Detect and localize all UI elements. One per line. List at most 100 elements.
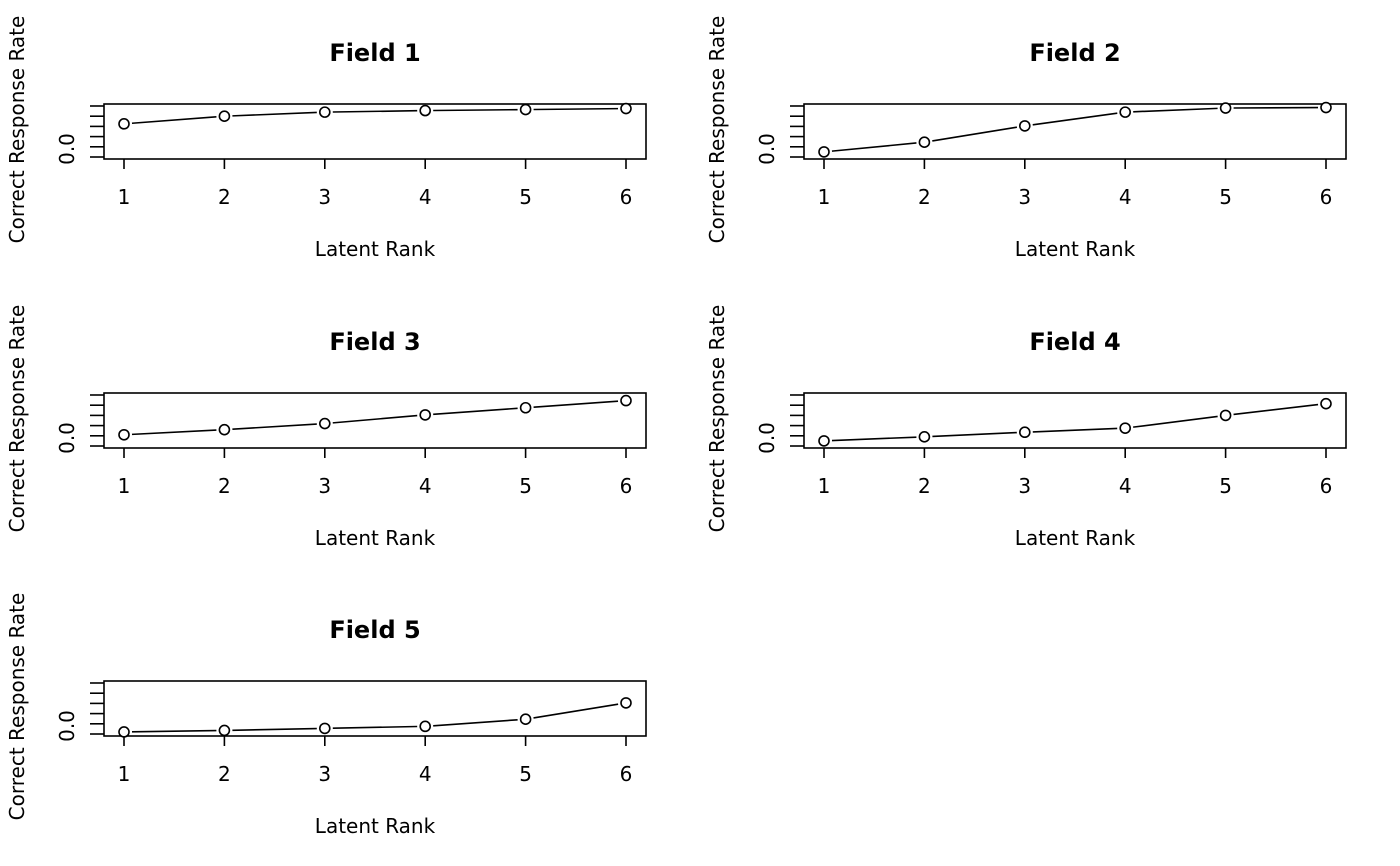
x-axis-label: Latent Rank bbox=[1015, 237, 1136, 261]
x-tick-label: 6 bbox=[1320, 185, 1333, 209]
chart-title: Field 4 bbox=[1029, 328, 1120, 356]
series-line-segment bbox=[1133, 107, 1218, 113]
data-point bbox=[1219, 102, 1232, 114]
y-axis-label: Correct Response Rate bbox=[705, 305, 729, 533]
x-tick-label: 2 bbox=[218, 185, 231, 209]
x-tick-label: 1 bbox=[818, 185, 831, 209]
y-tick-label: 0.0 bbox=[755, 133, 779, 165]
series-line-segment bbox=[1032, 427, 1118, 433]
x-tick-label: 6 bbox=[620, 474, 633, 498]
chart-title: Field 5 bbox=[329, 616, 420, 644]
data-point bbox=[218, 110, 231, 122]
data-point bbox=[620, 102, 632, 115]
data-point bbox=[519, 713, 532, 726]
x-tick-label: 2 bbox=[918, 185, 931, 209]
series-line-segment bbox=[533, 400, 619, 408]
data-point bbox=[1219, 409, 1232, 422]
series-line-segment bbox=[1032, 112, 1118, 126]
series-line-segment bbox=[932, 126, 1018, 142]
data-point bbox=[1119, 422, 1131, 434]
x-tick-label: 5 bbox=[519, 762, 532, 786]
chart-panel-1: Field 1 1 2 3 4 5 6 0.0 Latent Rank Correct Respo… bbox=[5, 16, 647, 261]
series-line-segment bbox=[1133, 415, 1218, 428]
x-tick-label: 2 bbox=[918, 474, 931, 498]
series-line-segment bbox=[332, 725, 418, 730]
data-point bbox=[620, 697, 632, 709]
x-tick-label: 6 bbox=[1320, 474, 1333, 498]
data-point bbox=[318, 722, 331, 735]
data-point bbox=[419, 104, 432, 117]
series-line-segment bbox=[1233, 403, 1319, 416]
series-line-segment bbox=[131, 429, 217, 436]
data-point bbox=[318, 106, 331, 118]
x-axis-label: Latent Rank bbox=[1015, 526, 1136, 550]
data-point bbox=[419, 409, 432, 421]
x-tick-label: 4 bbox=[1119, 474, 1132, 498]
plot-frame bbox=[803, 392, 1347, 449]
x-tick-label: 4 bbox=[419, 762, 432, 786]
y-tick-label: 0.0 bbox=[55, 710, 79, 742]
data-point bbox=[818, 146, 830, 158]
data-point bbox=[218, 724, 231, 737]
series-line-segment bbox=[131, 729, 217, 733]
x-tick-label: 4 bbox=[419, 185, 432, 209]
series-line-segment bbox=[433, 407, 518, 416]
data-point bbox=[118, 726, 130, 738]
x-axis-label: Latent Rank bbox=[315, 814, 436, 838]
chart-panel-4: Field 4 1 2 3 4 5 6 0.0 Latent Rank Correct Respo… bbox=[705, 305, 1347, 550]
x-tick-label: 3 bbox=[318, 474, 331, 498]
data-point bbox=[118, 428, 130, 441]
x-tick-label: 1 bbox=[118, 474, 131, 498]
x-tick-label: 2 bbox=[218, 474, 231, 498]
x-tick-label: 5 bbox=[519, 474, 532, 498]
chart-panel-2: Field 2 1 2 3 4 5 6 0.0 Latent Rank Correct Respo… bbox=[705, 16, 1347, 261]
y-tick-label: 0.0 bbox=[55, 133, 79, 165]
series-line-segment bbox=[831, 142, 917, 152]
y-tick-label: 0.0 bbox=[755, 422, 779, 454]
series-line-segment bbox=[932, 431, 1017, 438]
data-point bbox=[218, 423, 231, 436]
y-axis-label: Correct Response Rate bbox=[5, 593, 29, 821]
series-line-segment bbox=[533, 703, 619, 719]
y-tick-label: 0.0 bbox=[55, 422, 79, 454]
data-point bbox=[918, 431, 931, 443]
chart-panel-3: Field 3 1 2 3 4 5 6 0.0 Latent Rank Correct Respo… bbox=[5, 305, 647, 550]
chart-title: Field 2 bbox=[1029, 39, 1120, 67]
series-line-segment bbox=[433, 108, 518, 112]
chart-title: Field 3 bbox=[329, 328, 420, 356]
x-tick-label: 5 bbox=[1219, 185, 1232, 209]
x-tick-label: 1 bbox=[118, 762, 131, 786]
chart-title: Field 1 bbox=[329, 39, 420, 67]
series-line-segment bbox=[433, 718, 518, 727]
data-point bbox=[118, 118, 130, 130]
x-tick-label: 5 bbox=[1219, 474, 1232, 498]
series-line-segment bbox=[232, 111, 317, 117]
x-tick-label: 4 bbox=[1119, 185, 1132, 209]
x-tick-label: 3 bbox=[318, 762, 331, 786]
y-axis-label: Correct Response Rate bbox=[705, 16, 729, 244]
series-line-segment bbox=[131, 116, 217, 125]
series-line-segment bbox=[831, 436, 917, 442]
series-line-segment bbox=[232, 727, 317, 732]
x-tick-label: 1 bbox=[818, 474, 831, 498]
y-axis-label: Correct Response Rate bbox=[5, 16, 29, 244]
series-line-segment bbox=[332, 414, 418, 424]
plot-frame bbox=[103, 103, 647, 160]
data-point bbox=[519, 401, 532, 414]
chart-panel-5: Field 5 1 2 3 4 5 6 0.0 Latent Rank Correct Respo… bbox=[5, 593, 647, 838]
data-point bbox=[1119, 106, 1131, 118]
data-point bbox=[1019, 426, 1031, 439]
x-tick-label: 1 bbox=[118, 185, 131, 209]
y-axis-label: Correct Response Rate bbox=[5, 305, 29, 533]
series-line-segment bbox=[232, 423, 317, 430]
series-line-segment bbox=[533, 107, 619, 111]
x-tick-label: 6 bbox=[620, 762, 633, 786]
data-point bbox=[1320, 397, 1332, 410]
data-point bbox=[818, 435, 830, 447]
x-tick-label: 2 bbox=[218, 762, 231, 786]
plot-frame bbox=[103, 392, 647, 449]
x-axis-label: Latent Rank bbox=[315, 526, 436, 550]
plot-frame bbox=[803, 103, 1347, 160]
x-tick-label: 3 bbox=[1018, 185, 1031, 209]
